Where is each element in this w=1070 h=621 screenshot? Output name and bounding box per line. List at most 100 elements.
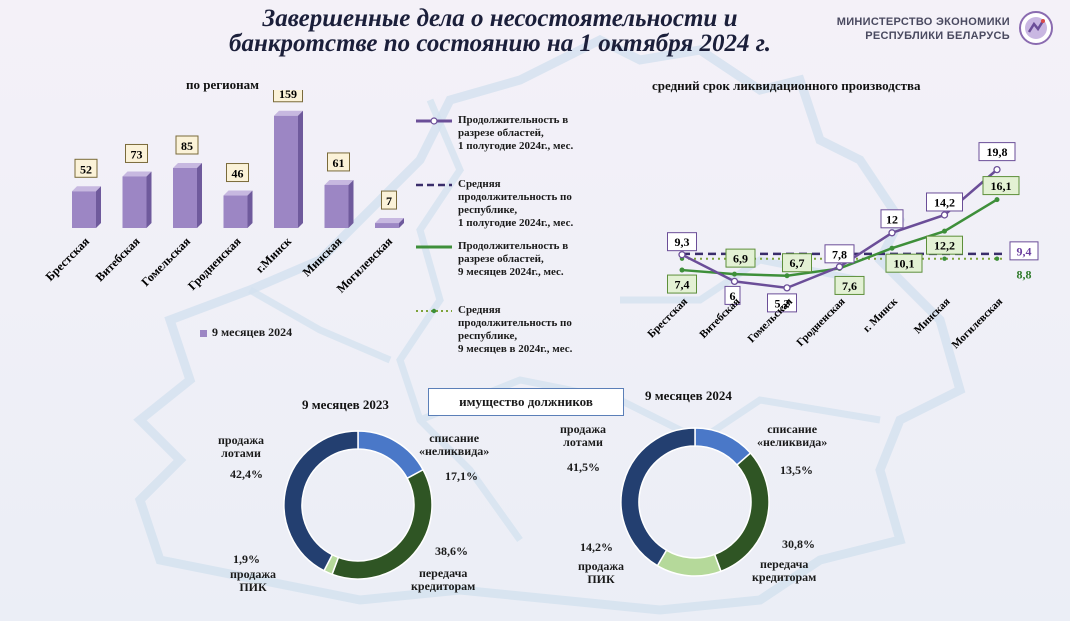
line-category-label: г. Минск bbox=[861, 295, 901, 335]
donut-2024-writeoff-value: 13,5% bbox=[780, 463, 813, 477]
donut-2023-pik-value: 1,9% bbox=[233, 552, 260, 566]
legend-avg-h1-line3: республике, bbox=[458, 204, 518, 216]
line-chart: 9,3 6 5,2 7,8 12 14,2 19,8 7,4 6,9 6,7 7,6 10,1 12,2… bbox=[645, 142, 1039, 352]
donut-2023-title: 9 месяцев 2023 bbox=[302, 397, 389, 412]
h1-data-label: 5,2 bbox=[775, 296, 790, 310]
line-category-label: Минская bbox=[912, 296, 953, 337]
legend-9m-line2: разрезе областей, bbox=[458, 253, 544, 265]
series-h1-point bbox=[993, 165, 1001, 174]
line-chart-title: средний срок ликвидационного производств… bbox=[652, 78, 921, 93]
bar-side bbox=[146, 171, 152, 228]
donut-2023-lots-value: 42,4% bbox=[230, 467, 263, 481]
bar bbox=[375, 223, 399, 228]
bar-value-box bbox=[125, 143, 148, 163]
bar-top bbox=[375, 218, 404, 224]
label-line: «неликвида» bbox=[757, 435, 828, 449]
series-h1-point bbox=[940, 211, 949, 219]
legend-avg-h1-swatch bbox=[416, 183, 452, 187]
m9-data-label: 7,4 bbox=[675, 278, 690, 292]
m9-data-label-box bbox=[725, 248, 756, 268]
line-category-label: Витебская bbox=[697, 296, 742, 341]
page-title: Завершенные дела о несостоятельности и б… bbox=[170, 6, 830, 56]
label-line: передача bbox=[759, 557, 809, 571]
donut-slice-writeoff bbox=[357, 430, 425, 480]
bar-legend: 9 месяцев 2024 bbox=[200, 325, 292, 340]
bar-top bbox=[324, 179, 354, 185]
bar-top bbox=[72, 186, 101, 192]
bar-side bbox=[348, 179, 354, 228]
label-line: продажа bbox=[560, 422, 607, 436]
bar-value-box bbox=[175, 135, 199, 155]
bar-value-label: 73 bbox=[131, 147, 143, 161]
bar-value-box bbox=[381, 190, 397, 210]
bar-value-label: 61 bbox=[333, 156, 345, 170]
avg-9m-point bbox=[942, 256, 947, 261]
bar-value-label: 7 bbox=[386, 194, 392, 208]
m9-data-label-box bbox=[782, 253, 812, 273]
bar-value-label: 52 bbox=[80, 162, 92, 176]
legend-9m-swatch bbox=[416, 245, 452, 249]
donut-2024-pik-label: продажа ПИК bbox=[578, 560, 624, 586]
m9-data-label: 10,1 bbox=[894, 257, 915, 271]
h1-data-label-box bbox=[724, 285, 741, 305]
m9-data-label: 7,6 bbox=[842, 279, 857, 293]
label-line: списание bbox=[429, 431, 480, 445]
legend-h1: Продолжительность в разрезе областей, 1 … bbox=[416, 114, 648, 153]
m9-data-label-box bbox=[834, 275, 865, 295]
label-line: продажа bbox=[230, 567, 277, 581]
donut-2024-creditors-value: 30,8% bbox=[782, 537, 815, 551]
ministry-logo-icon bbox=[1019, 11, 1053, 45]
bar-value-label: 46 bbox=[232, 167, 244, 181]
bar-category-label: Гродненская bbox=[185, 234, 244, 293]
property-label: имущество должников bbox=[428, 388, 624, 416]
label-line: кредиторам bbox=[411, 579, 476, 593]
legend-avg-9m: Средняя продолжительность по республике,… bbox=[416, 304, 648, 356]
series-h1-point bbox=[888, 229, 896, 237]
donut-2024-writeoff-label: списание «неликвида» bbox=[757, 423, 827, 449]
line-category-label: Гродненская bbox=[794, 296, 847, 349]
donut-2024-title: 9 месяцев 2024 bbox=[645, 388, 732, 403]
avg-9m-point bbox=[994, 256, 1000, 261]
legend-avg-9m-line3: республике, bbox=[458, 330, 518, 342]
bar-category-label: Минская bbox=[300, 234, 345, 279]
bar bbox=[72, 191, 96, 228]
donut-2023 bbox=[283, 430, 433, 580]
donut-slice-lots bbox=[283, 430, 359, 572]
donut-2023-creditors-value: 38,6% bbox=[435, 544, 468, 558]
h1-data-label-box bbox=[880, 209, 904, 229]
bar-category-label: Брестская bbox=[43, 234, 93, 284]
bar bbox=[223, 195, 248, 228]
legend-h1-line3: 1 полугодие 2024г., мес. bbox=[458, 140, 574, 152]
bar-value-box bbox=[273, 90, 303, 103]
legend-avg-9m-line1: Средняя bbox=[458, 304, 501, 316]
bar-top bbox=[122, 171, 152, 177]
h1-data-label: 12 bbox=[886, 212, 898, 226]
legend-9m: Продолжительность в разрезе областей, 9 … bbox=[416, 240, 648, 279]
label-line: лотами bbox=[221, 446, 261, 460]
m9-data-label: 6,7 bbox=[790, 256, 805, 270]
donut-slice-lots bbox=[620, 427, 696, 567]
h1-data-label: 7,8 bbox=[832, 247, 847, 261]
legend-avg-9m-swatch bbox=[416, 308, 452, 314]
bar-category-label: Витебская bbox=[93, 234, 143, 284]
bar-value-box bbox=[327, 152, 350, 172]
legend-avg-h1-line2: продолжительность по bbox=[458, 191, 572, 203]
legend-avg-9m-line4: 9 месяцев в 2024г., мес. bbox=[458, 343, 573, 355]
label-line: кредиторам bbox=[752, 570, 817, 584]
bar-top bbox=[173, 163, 202, 168]
bar-side bbox=[298, 110, 303, 228]
bar-side bbox=[96, 186, 101, 228]
line-category-label: Могилевская bbox=[949, 296, 1005, 352]
m9-data-label-box bbox=[982, 176, 1020, 196]
donut-2023-lots-label: продажа лотами bbox=[218, 434, 264, 460]
label-line: передача bbox=[418, 566, 468, 580]
donut-2024-lots-label: продажа лотами bbox=[560, 423, 606, 449]
bar-chart-title: по регионам bbox=[186, 77, 259, 92]
bar-legend-swatch bbox=[200, 329, 207, 337]
bar-top bbox=[223, 190, 253, 196]
ministry-line-2: РЕСПУБЛИКИ БЕЛАРУСЬ bbox=[865, 30, 1010, 42]
bar-legend-label: 9 месяцев 2024 bbox=[212, 325, 293, 339]
h1-data-label: 9,3 bbox=[675, 235, 690, 249]
donut-2023-writeoff-value: 17,1% bbox=[445, 469, 478, 483]
legend-h1-swatch bbox=[416, 117, 452, 125]
